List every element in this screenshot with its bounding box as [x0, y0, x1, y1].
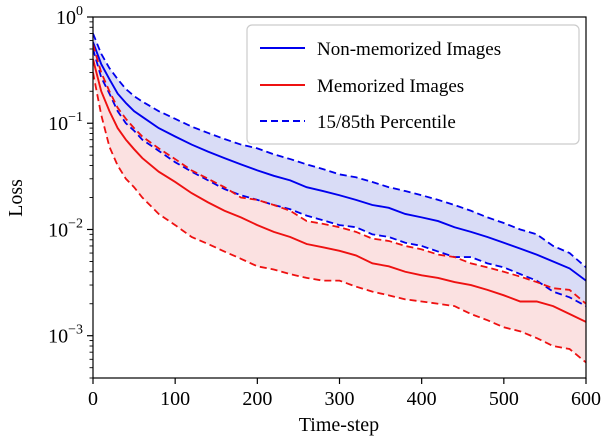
y-tick-label: 10−2 [48, 216, 83, 241]
y-axis-label: Loss [5, 179, 27, 217]
band-non-memorized [93, 33, 586, 307]
mean-line-non-memorized [93, 41, 586, 282]
x-tick-label: 600 [571, 388, 601, 410]
x-tick-label: 0 [88, 388, 98, 410]
p85-line-non-memorized [93, 33, 586, 269]
x-axis-label: Time-step [299, 414, 379, 436]
y-tick-label: 10−1 [48, 110, 83, 135]
p15-line-non-memorized [93, 48, 586, 307]
p15-line-memorized [93, 72, 586, 364]
legend-label-memorized: Memorized Images [317, 76, 464, 97]
x-tick-label: 500 [489, 388, 519, 410]
x-tick-label: 300 [325, 388, 355, 410]
legend-label-non-memorized: Non-memorized Images [317, 39, 501, 60]
y-tick-label: 100 [56, 4, 83, 29]
legend-label-percentile: 15/85th Percentile [317, 112, 456, 133]
x-tick-label: 400 [407, 388, 437, 410]
y-tick-label: 10−3 [48, 323, 83, 348]
ticks: 0 100 200 300 400 500 600 10−3 10−2 10−1 100 [48, 4, 601, 410]
legend: Non-memorized Images Memorized Images 15… [246, 24, 580, 145]
x-tick-label: 200 [242, 388, 272, 410]
p85-line-memorized [93, 44, 586, 305]
mean-line-memorized [93, 59, 586, 323]
x-tick-label: 100 [160, 388, 190, 410]
legend-box [246, 24, 580, 145]
series-lines [93, 33, 586, 364]
